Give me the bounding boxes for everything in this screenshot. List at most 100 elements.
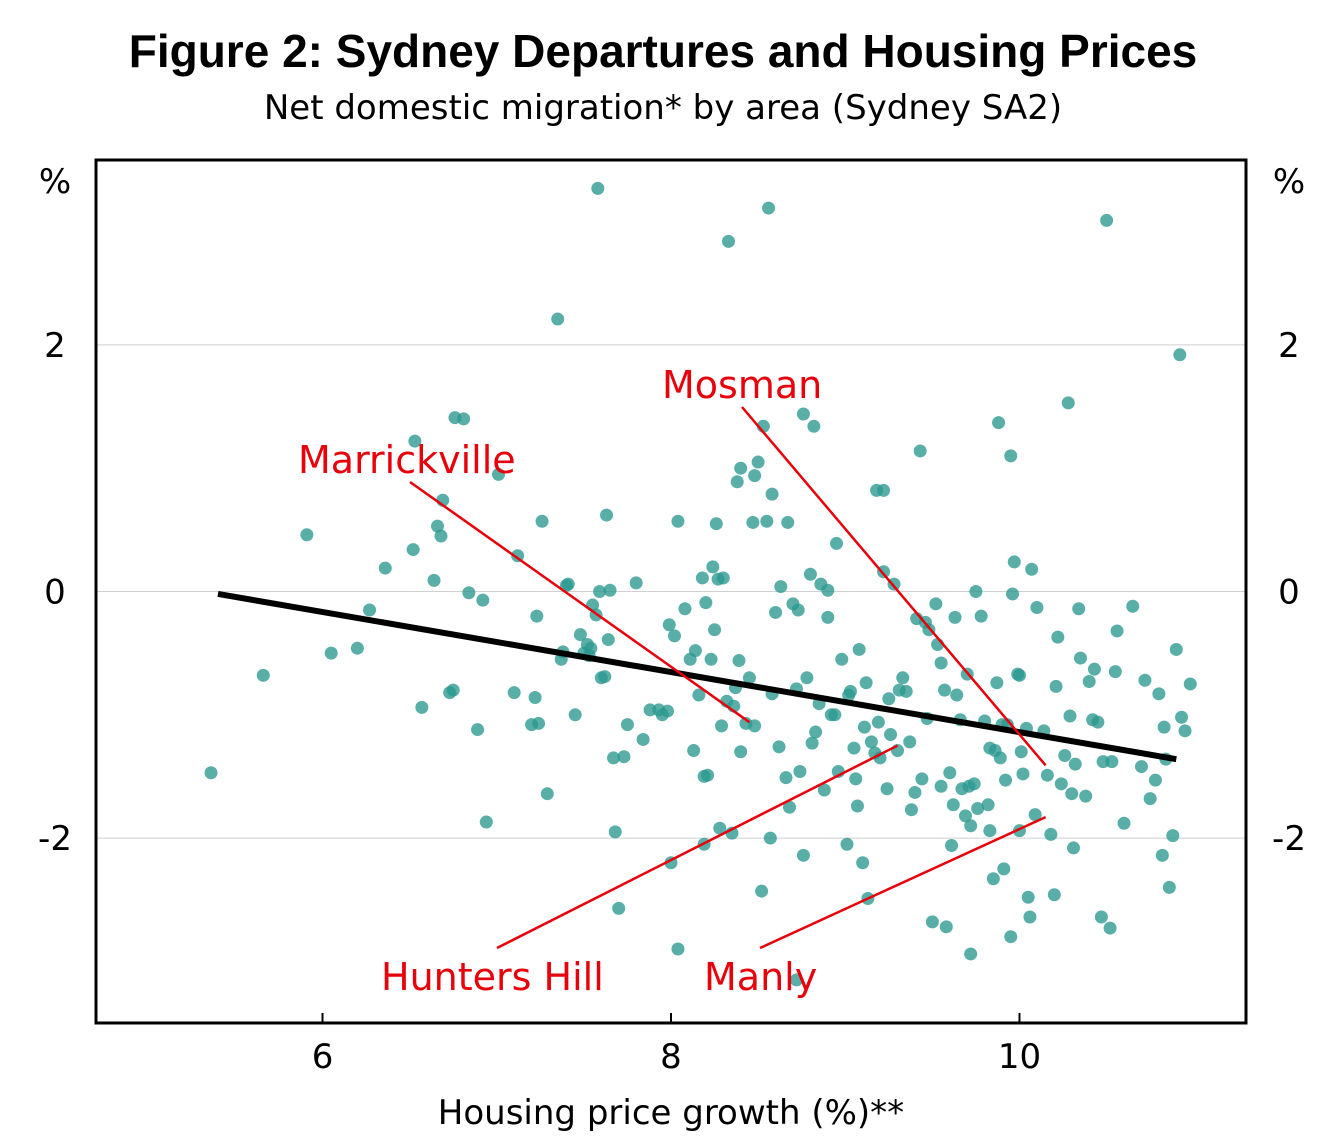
data-point: [324, 646, 338, 660]
data-point: [591, 181, 605, 195]
data-point: [938, 683, 952, 697]
data-point: [1040, 768, 1054, 782]
data-point: [1061, 396, 1075, 410]
data-point: [1023, 910, 1037, 924]
data-point: [1058, 748, 1072, 762]
data-point: [1108, 665, 1122, 679]
data-point: [948, 610, 962, 624]
data-point: [748, 719, 762, 733]
y-unit-left: %: [39, 162, 71, 202]
data-point: [882, 692, 896, 706]
data-point: [1051, 630, 1065, 644]
data-point: [974, 609, 988, 623]
data-point: [791, 603, 805, 617]
data-point: [1105, 755, 1119, 769]
data-point: [608, 825, 622, 839]
data-point: [779, 771, 793, 785]
data-point: [671, 942, 685, 956]
data-point: [363, 603, 377, 617]
data-point: [1030, 601, 1044, 615]
data-point: [751, 455, 765, 469]
data-point: [350, 641, 364, 655]
data-point: [1063, 709, 1077, 723]
data-point: [406, 543, 420, 557]
data-point: [708, 623, 722, 637]
data-point: [1183, 677, 1197, 691]
data-point: [1082, 674, 1096, 688]
data-point: [573, 628, 587, 642]
data-point: [913, 444, 927, 458]
data-point: [1068, 757, 1082, 771]
data-point: [713, 821, 727, 835]
data-point: [716, 571, 730, 585]
data-point: [796, 407, 810, 421]
chart-title: Figure 2: Sydney Departures and Housing …: [128, 25, 1198, 77]
data-point: [1110, 624, 1124, 638]
data-point: [1143, 792, 1157, 806]
data-point: [742, 671, 756, 685]
data-point: [1091, 715, 1105, 729]
y-tick-label-right: 2: [1278, 326, 1300, 366]
data-point: [692, 688, 706, 702]
data-point: [1072, 602, 1086, 616]
data-point: [929, 597, 943, 611]
data-point: [612, 901, 626, 915]
data-point: [1103, 921, 1117, 935]
data-point: [431, 519, 445, 533]
data-point: [852, 642, 866, 656]
data-point: [507, 686, 521, 700]
data-point: [688, 644, 702, 658]
data-point: [1073, 651, 1087, 665]
data-point: [755, 884, 769, 898]
data-point: [598, 670, 612, 684]
data-point: [378, 561, 392, 575]
y-tick-label-right: -2: [1272, 819, 1306, 859]
x-axis-label: Housing price growth (%)**: [438, 1093, 904, 1133]
data-point: [492, 467, 505, 481]
data-point: [769, 605, 783, 619]
data-point: [781, 515, 795, 529]
data-point: [1004, 930, 1018, 944]
data-point: [532, 716, 546, 730]
data-point: [204, 766, 218, 780]
data-point: [1049, 679, 1063, 693]
data-point: [1169, 642, 1183, 656]
annotation-leader-line: [496, 744, 899, 950]
data-point: [849, 772, 863, 786]
data-point: [904, 803, 918, 817]
data-point: [782, 800, 796, 814]
data-point: [803, 567, 817, 581]
data-point: [1065, 787, 1079, 801]
data-point: [584, 641, 598, 655]
data-point: [1014, 745, 1028, 759]
data-point: [990, 676, 1004, 690]
data-point: [967, 777, 981, 791]
data-point: [603, 583, 617, 597]
annotation-label: Marrickville: [298, 438, 516, 482]
data-point: [636, 732, 650, 746]
data-point: [678, 602, 692, 616]
data-point: [715, 719, 729, 733]
trend-line: [217, 591, 1177, 763]
data-point: [765, 487, 779, 501]
data-point: [1012, 668, 1026, 682]
annotation-label: Mosman: [662, 363, 822, 407]
data-point: [880, 782, 894, 796]
data-point: [701, 768, 715, 782]
data-point: [1016, 767, 1030, 781]
data-point: [1025, 562, 1039, 576]
data-point: [256, 668, 270, 682]
data-point: [617, 750, 631, 764]
data-point: [746, 515, 760, 529]
data-point: [856, 856, 870, 870]
data-point: [479, 815, 493, 829]
data-point: [415, 700, 429, 714]
data-point: [999, 773, 1013, 787]
data-point: [857, 720, 871, 734]
data-point: [1173, 348, 1187, 362]
data-point: [964, 947, 978, 961]
data-point: [821, 610, 835, 624]
data-point: [850, 799, 864, 813]
data-point: [601, 633, 615, 647]
